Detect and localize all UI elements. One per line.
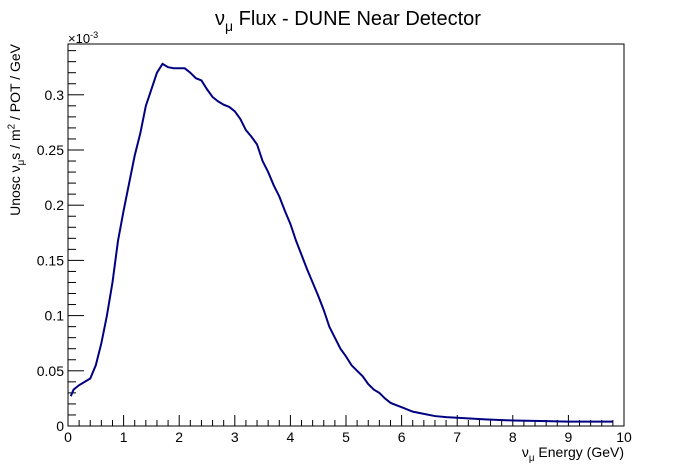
y-multiplier: ×10-3 (68, 30, 98, 46)
x-axis-label-part: ν (522, 444, 529, 460)
y-axis-label-part: μ (16, 160, 27, 166)
y-axis-label-part: / POT / GeV (7, 43, 23, 124)
y-multiplier-part: -3 (90, 30, 98, 40)
y-tick-label: 0.05 (37, 363, 64, 379)
chart-title-part: Flux - DUNE Near Detector (233, 8, 481, 30)
x-tick-label: 5 (342, 429, 350, 445)
data-line (69, 62, 613, 423)
y-tick-label: 0.25 (37, 142, 64, 158)
x-tick-label: 0 (64, 429, 72, 445)
x-tick-label: 10 (616, 429, 632, 445)
x-tick-label: 7 (453, 429, 461, 445)
chart-title-part: ν (215, 8, 225, 30)
x-tick-label: 9 (565, 429, 573, 445)
x-tick-label: 2 (175, 429, 183, 445)
x-tick-label: 1 (120, 429, 128, 445)
y-tick-label: 0.15 (37, 252, 64, 268)
x-tick-label: 6 (398, 429, 406, 445)
y-axis-label: Unosc νμs / m2 / POT / GeV (6, 43, 27, 216)
y-tick-label: 0.2 (45, 197, 65, 213)
y-axis-label-part: s / m (7, 129, 23, 159)
chart-title-part: μ (225, 18, 233, 34)
y-axis-label-part: Unosc ν (7, 165, 23, 216)
plot-frame (67, 43, 625, 427)
x-tick-label: 4 (287, 429, 295, 445)
x-tick-label: 8 (509, 429, 517, 445)
x-axis-label: νμ Energy (GeV) (522, 444, 624, 464)
y-tick-label: 0 (56, 418, 64, 434)
x-axis-label-part: Energy (GeV) (535, 444, 624, 460)
y-axis-label-part: 2 (6, 124, 17, 129)
y-tick-label: 0.3 (45, 87, 65, 103)
x-tick-label: 3 (231, 429, 239, 445)
y-tick-label: 0.1 (45, 308, 65, 324)
chart-title: νμ Flux - DUNE Near Detector (215, 8, 481, 34)
y-multiplier-part: ×10 (68, 31, 90, 46)
x-axis-label-part: μ (529, 453, 535, 464)
